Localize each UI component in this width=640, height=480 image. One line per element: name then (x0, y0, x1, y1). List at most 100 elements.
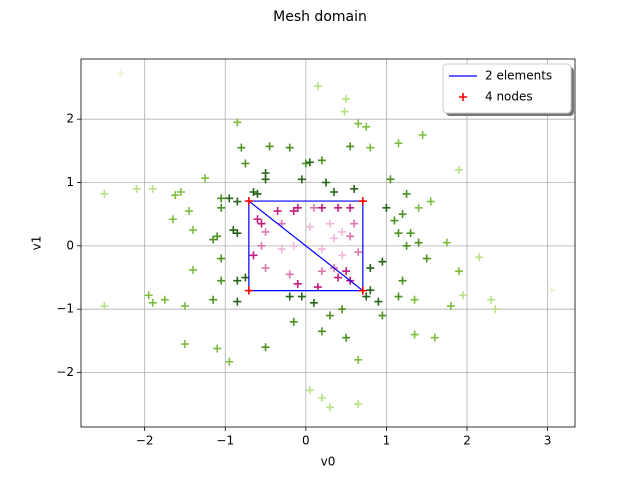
sample-point (285, 292, 294, 301)
sample-point (233, 118, 242, 127)
sample-point (317, 393, 326, 402)
sample-point (213, 232, 222, 241)
sample-point (402, 189, 411, 198)
sample-point (338, 251, 347, 260)
sample-point (382, 203, 391, 212)
sample-point (233, 229, 242, 238)
sample-point (217, 203, 226, 212)
sample-point (253, 189, 262, 198)
sample-point (326, 219, 335, 228)
sample-point (273, 207, 282, 216)
sample-point (253, 215, 262, 224)
sample-point (442, 238, 451, 247)
legend-label: 2 elements (485, 69, 552, 83)
sample-point (217, 276, 226, 285)
sample-point (366, 143, 375, 152)
y-tick-label: −2 (56, 365, 74, 379)
sample-point (338, 227, 347, 236)
sample-point (225, 357, 234, 366)
sample-point (346, 142, 355, 151)
sample-point (168, 215, 177, 224)
sample-point (317, 156, 326, 165)
sample-point (334, 273, 343, 282)
sample-point (257, 241, 266, 250)
y-tick-label: 0 (66, 238, 74, 252)
sample-point (305, 222, 314, 231)
sample-point (293, 279, 302, 288)
sample-point (176, 188, 185, 197)
x-tick-label: 2 (463, 434, 471, 448)
sample-point (285, 143, 294, 152)
sample-point (305, 386, 314, 395)
y-axis-label: v1 (30, 236, 44, 251)
sample-point (418, 131, 427, 140)
sample-point (354, 355, 363, 364)
sample-point (394, 229, 403, 238)
sample-point (342, 267, 351, 276)
sample-point (209, 295, 218, 304)
sample-point (317, 267, 326, 276)
sample-point (366, 264, 375, 273)
sample-point (330, 188, 339, 197)
sample-point (398, 210, 407, 219)
sample-point (354, 119, 363, 128)
sample-point (189, 226, 198, 235)
y-tick-label: −1 (56, 302, 74, 316)
mesh-edges (248, 200, 364, 292)
sample-point (293, 203, 302, 212)
sample-point (201, 174, 210, 183)
x-tick-label: 3 (544, 434, 552, 448)
sample-point (241, 159, 250, 168)
sample-point (414, 238, 423, 247)
sample-point (326, 403, 335, 412)
sample-point (217, 194, 226, 203)
sample-point (233, 276, 242, 285)
sample-point (313, 82, 322, 91)
sample-point (132, 184, 141, 193)
sample-point (233, 197, 242, 206)
sample-point (180, 302, 189, 311)
sample-point (394, 292, 403, 301)
sample-point (378, 257, 387, 266)
sample-point (265, 142, 274, 151)
sample-point (289, 207, 298, 216)
chart-title: Mesh domain (273, 9, 367, 25)
sample-point (354, 248, 363, 257)
sample-point (317, 245, 326, 254)
sample-point (362, 122, 371, 131)
sample-point (148, 298, 157, 307)
x-tick-label: −2 (136, 434, 154, 448)
sample-point (338, 305, 347, 314)
sample-point (261, 264, 270, 273)
sample-point (487, 295, 496, 304)
sample-point (454, 267, 463, 276)
sample-point (297, 175, 306, 184)
sample-point (342, 94, 351, 103)
sample-point (317, 203, 326, 212)
sample-point (426, 197, 435, 206)
sample-point (398, 276, 407, 285)
x-tick-label: 0 (302, 434, 310, 448)
legend: 2 elements 4 nodes (442, 63, 574, 116)
sample-point (386, 175, 395, 184)
sample-point (342, 333, 351, 342)
sample-point (261, 175, 270, 184)
sample-point (301, 159, 310, 168)
sample-point (217, 254, 226, 263)
sample-point (225, 194, 234, 203)
sample-point (321, 178, 330, 187)
sample-point (277, 245, 286, 254)
sample-point (362, 292, 371, 301)
sample-point (229, 226, 238, 235)
node-marker (244, 286, 253, 295)
sample-point (100, 189, 109, 198)
sample-point (330, 234, 339, 243)
sample-point (237, 143, 246, 152)
sample-point (414, 203, 423, 212)
sample-point (189, 265, 198, 274)
sample-point (406, 229, 415, 238)
sample-point (346, 232, 355, 241)
sample-point (209, 235, 218, 244)
sample-point (334, 203, 343, 212)
